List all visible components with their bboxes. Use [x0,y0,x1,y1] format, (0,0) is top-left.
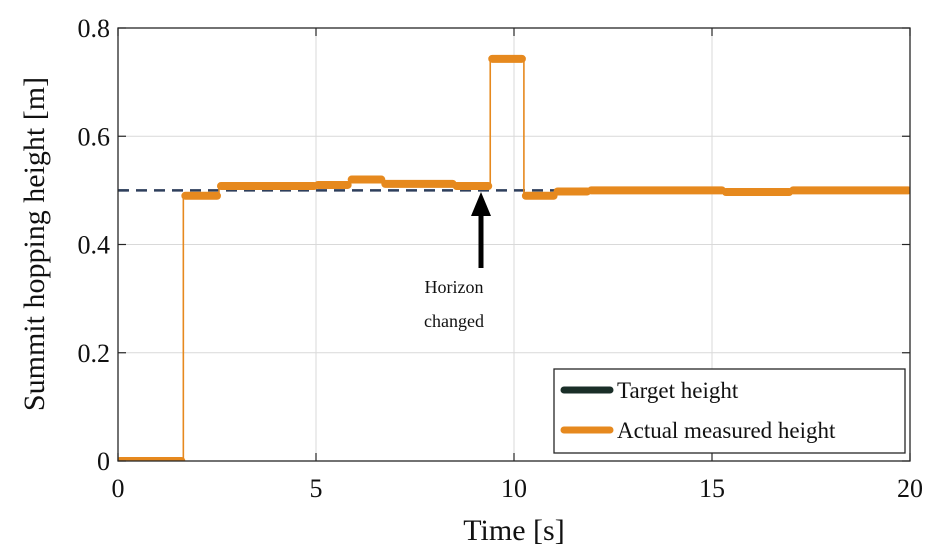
legend: Target height Actual measured height [553,368,906,454]
grid [118,28,910,461]
x-tick-label: 5 [310,474,323,503]
y-tick-label: 0.6 [78,122,111,151]
x-tick-label: 15 [699,474,725,503]
y-tick-label: 0.4 [78,231,111,260]
series-layer [118,54,910,461]
y-axis-label: Summit hopping height [m] [18,77,51,411]
legend-label-actual-measured-height: Actual measured height [617,418,836,443]
x-tick-label: 0 [112,474,125,503]
annotation-line-2: changed [424,311,484,331]
annotation-line-1: Horizon [425,277,484,297]
y-tick-label: 0.8 [78,14,111,43]
x-tick-label: 10 [501,474,527,503]
y-tick-label: 0 [97,447,110,476]
annotation-arrow-head [471,192,491,216]
legend-label-target-height: Target height [617,378,739,403]
legend-box [553,368,906,454]
annotation-horizon-changed: Horizon changed [424,192,491,331]
x-tick-label: 20 [897,474,923,503]
x-axis-label: Time [s] [463,514,564,547]
ticks: 0 5 10 15 20 0 0.2 0.4 0.6 0.8 [78,14,924,503]
y-tick-label: 0.2 [78,339,111,368]
